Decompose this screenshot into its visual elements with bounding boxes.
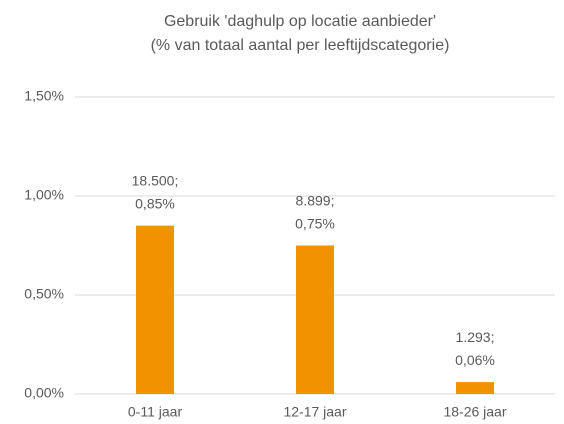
bar <box>136 225 174 394</box>
y-tick-label: 1,50% <box>24 88 64 104</box>
data-label: 18.500; 0,85% <box>132 172 179 211</box>
chart-subtitle: (% van totaal aantal per leeftijdscatego… <box>151 37 450 54</box>
bar <box>296 245 334 394</box>
data-label: 1.293; 0,06% <box>455 329 495 368</box>
y-tick-label: 0,50% <box>24 286 64 302</box>
bar <box>456 382 494 394</box>
y-tick-label: 1,00% <box>24 187 64 203</box>
x-tick-label: 0-11 jaar <box>128 404 183 420</box>
x-tick-label: 12-17 jaar <box>283 404 346 420</box>
data-label: 8.899; 0,75% <box>295 192 335 231</box>
chart-title: Gebruik 'daghulp op locatie aanbieder' <box>164 13 436 30</box>
y-tick-label: 0,00% <box>24 385 64 401</box>
x-tick-label: 18-26 jaar <box>443 404 506 420</box>
